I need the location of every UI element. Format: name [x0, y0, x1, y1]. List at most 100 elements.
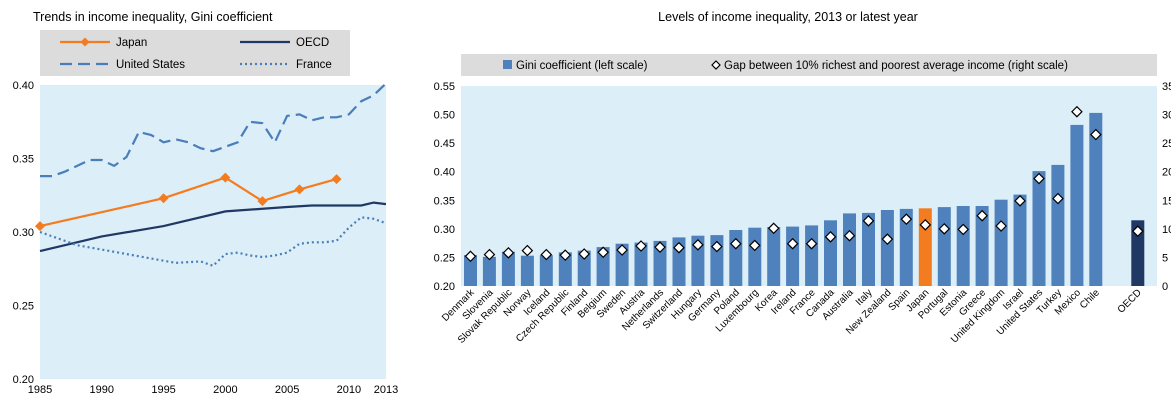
gap-marker-czech-republic: [559, 249, 572, 261]
gap-marker-hungary: [692, 239, 704, 251]
right-y2-tick-label: 30: [1162, 110, 1171, 122]
left-y-axis: 0.20 0.25 0.30 0.35 0.40: [13, 80, 34, 386]
right-y-tick-label: 0.35: [434, 195, 455, 207]
gap-marker-turkey: [1052, 192, 1064, 205]
gap-marker-mexico: [1071, 105, 1083, 118]
bar-greece: [975, 206, 989, 286]
right-markers-group: [464, 105, 1144, 263]
right-y-tick-label: 0.45: [434, 138, 455, 150]
bar-israel: [1013, 194, 1027, 286]
right-y-tick-label: 0.20: [434, 281, 455, 293]
series-line-united-states: [40, 82, 387, 178]
right-y-tick-label: 0.40: [434, 167, 455, 179]
gap-marker-spain: [900, 213, 913, 225]
bar-new-zealand: [880, 210, 894, 286]
legend-label-france: France: [296, 59, 332, 71]
japan-point-marker: [257, 196, 268, 207]
right-y-tick-label: 0.55: [434, 81, 455, 93]
gap-marker-canada: [824, 231, 837, 243]
gap-marker-israel: [1014, 195, 1026, 207]
bar-italy: [862, 212, 875, 286]
gap-marker-united-states: [1033, 172, 1045, 185]
bar-austria: [634, 242, 648, 286]
right-legend: Gini coefficient (left scale) Gap between…: [503, 60, 1068, 72]
right-y2-tick-label: 25: [1162, 138, 1171, 150]
japan-point-marker: [158, 193, 169, 204]
series-line-france: [39, 216, 387, 268]
bar-united-states: [1032, 171, 1046, 286]
bar-estonia: [956, 206, 970, 286]
gap-marker-korea: [767, 222, 780, 235]
bar-chile: [1089, 112, 1103, 287]
left-y-tick-label: 0.35: [13, 154, 34, 166]
japan-point-marker: [35, 221, 45, 232]
left-legend: Japan OECD United States France: [60, 37, 332, 71]
left-x-tick-label: 2010: [337, 384, 361, 396]
gap-marker-greece: [976, 209, 988, 222]
left-x-tick-label: 2013: [374, 384, 398, 396]
right-bars-group: [464, 112, 1145, 287]
left-x-tick-label: 1990: [90, 384, 114, 396]
left-y-tick-label: 0.20: [13, 374, 34, 386]
gap-marker-united-kingdom: [995, 220, 1007, 232]
legend-label-gini: Gini coefficient (left scale): [516, 60, 648, 72]
category-label-oecd: OECD: [1116, 287, 1144, 315]
bar-slovenia: [482, 256, 496, 286]
gap-marker-iceland: [540, 248, 553, 261]
gap-marker-germany: [711, 240, 723, 253]
right-left-axis: 0.20 0.25 0.30 0.35 0.40 0.45 0.50 0.55: [434, 81, 455, 293]
gap-marker-belgium: [597, 246, 609, 259]
left-x-axis: 1985 1990 1995 2000 2005 2010 2013: [28, 384, 398, 396]
gap-marker-japan: [919, 219, 932, 231]
japan-point-marker: [220, 172, 231, 183]
category-label-chile: Chile: [1078, 287, 1102, 311]
legend-label-gap: Gap between 10% richest and poorest aver…: [724, 60, 1068, 72]
gap-marker-ireland: [786, 237, 799, 250]
gap-marker-slovenia: [483, 248, 496, 261]
bar-korea: [767, 227, 781, 286]
series-line-oecd: [39, 201, 387, 253]
bar-portugal: [937, 207, 951, 286]
gap-marker-australia: [843, 229, 856, 242]
bar-netherlands: [653, 240, 667, 286]
left-plot-area: [40, 85, 386, 379]
right-y2-tick-label: 5: [1162, 252, 1168, 264]
bar-czech-republic: [558, 252, 572, 286]
series-line-japan: [39, 176, 337, 228]
left-x-tick-label: 1995: [151, 384, 175, 396]
gap-marker-chile: [1090, 128, 1102, 141]
bar-france: [805, 225, 819, 286]
gap-marker-netherlands: [654, 241, 666, 253]
bar-canada: [824, 220, 837, 286]
gap-marker-estonia: [957, 223, 970, 236]
left-y-tick-label: 0.30: [13, 227, 34, 239]
legend-diamond-icon: [711, 60, 721, 70]
gap-marker-sweden: [616, 244, 628, 256]
bar-spain: [899, 208, 913, 286]
right-chart-title: Levels of income inequality, 2013 or lat…: [658, 10, 918, 24]
legend-diamond-icon: [80, 37, 90, 47]
bar-japan: [918, 208, 932, 286]
right-y2-tick-label: 35: [1162, 81, 1171, 93]
bar-denmark: [464, 255, 477, 286]
right-right-axis: 0 5 10 15 20 25 30 35: [1162, 81, 1171, 293]
left-chart: Trends in income inequality, Gini coeffi…: [13, 10, 399, 396]
bar-mexico: [1070, 124, 1084, 287]
left-y-tick-label: 0.25: [13, 301, 34, 313]
bar-turkey: [1051, 164, 1065, 286]
left-chart-title: Trends in income inequality, Gini coeffi…: [33, 10, 273, 24]
bar-australia: [843, 213, 856, 286]
bar-slovak-republic: [501, 251, 515, 286]
left-y-tick-label: 0.40: [13, 80, 34, 92]
legend-bar-swatch: [503, 60, 512, 69]
left-x-tick-label: 1985: [28, 384, 52, 396]
bar-ireland: [786, 226, 800, 286]
bar-iceland: [539, 255, 553, 286]
japan-point-marker: [331, 174, 342, 185]
legend-label-oecd: OECD: [296, 37, 329, 49]
gap-marker-france: [805, 237, 818, 250]
bar-luxembourg: [748, 227, 762, 286]
left-x-tick-label: 2005: [275, 384, 299, 396]
